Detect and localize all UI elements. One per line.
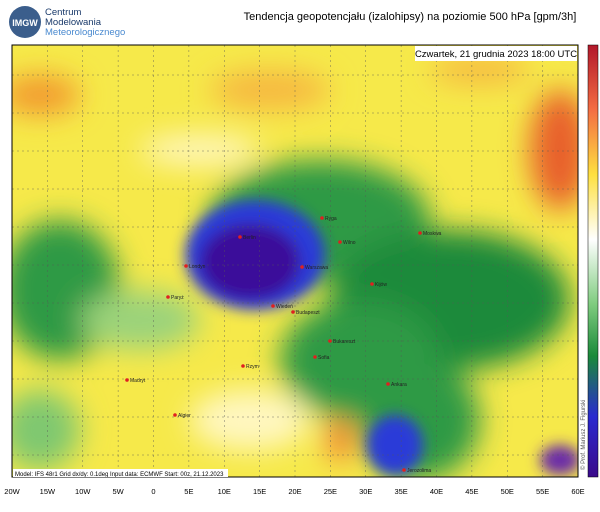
city-label: Bukareszt [333, 339, 356, 345]
map-frame [11, 44, 579, 478]
model-box [13, 469, 228, 477]
city-dot [291, 310, 295, 314]
date-box [415, 46, 577, 61]
map: Ryga Wilno Moskwa Berlin Warszawa Londyn Kijów… [12, 45, 578, 477]
city-label: Sofia [318, 355, 330, 361]
city-dot [241, 364, 245, 368]
lon-label: 20W [4, 487, 20, 496]
city-dot [166, 295, 170, 299]
logo-text: IMGW [12, 18, 38, 28]
lon-label: 0 [151, 487, 155, 496]
lon-label: 35E [394, 487, 407, 496]
lon-label: 5W [113, 487, 125, 496]
org-line: Centrum [45, 7, 82, 18]
lon-label: 40E [430, 487, 443, 496]
city-label: Algier [178, 413, 191, 419]
lon-label: 15W [40, 487, 56, 496]
title: Tendencja geopotencjału (izalohipsy) na … [244, 11, 577, 23]
lon-label: 25E [324, 487, 337, 496]
logo-badge [9, 6, 41, 38]
city-label: Rzym [246, 364, 259, 370]
lon-label: 45E [465, 487, 478, 496]
lon-label: 15E [253, 487, 266, 496]
city-dot [238, 235, 242, 239]
copyright: © Prof. Mariusz J. Figurski [580, 400, 587, 470]
city-dot [300, 265, 304, 269]
city-dot [173, 413, 177, 417]
lon-label: 50E [501, 487, 514, 496]
city-dot [338, 240, 342, 244]
city-label: Moskwa [423, 231, 442, 237]
city-label: Warszawa [305, 265, 328, 271]
city-label: Ryga [325, 216, 337, 222]
org-line: Meteorologicznego [45, 27, 125, 38]
city-dot [386, 382, 390, 386]
city-dot [402, 468, 406, 472]
lon-label: 60E [571, 487, 584, 496]
city-dot [320, 216, 324, 220]
city-label: Jerozolima [407, 468, 431, 474]
city-label: Budapeszt [296, 310, 320, 316]
city-label: Ankara [391, 382, 407, 388]
lon-label: 5E [184, 487, 193, 496]
city-dot [125, 378, 129, 382]
city-dot [184, 264, 188, 268]
city-dot [370, 282, 374, 286]
org-line: Modelowania [45, 17, 102, 28]
city-label: Kijów [375, 282, 387, 288]
city-label: Wiedeń [276, 304, 293, 310]
lon-label: 10E [218, 487, 231, 496]
lon-label: 55E [536, 487, 549, 496]
lon-label: 20E [288, 487, 301, 496]
model-info: Model: IFS 48r1 Grid dx/dy: 0.1deg Input… [15, 472, 224, 478]
city-label: Wilno [343, 240, 356, 246]
city-label: Madryt [130, 378, 146, 384]
lon-label: 10W [75, 487, 91, 496]
date: Czwartek, 21 grudnia 2023 18:00 UTC [415, 49, 577, 60]
city-dot [313, 355, 317, 359]
city-label: Londyn [189, 264, 206, 270]
city-dot [271, 304, 275, 308]
city-label: Paryż [171, 295, 184, 301]
lon-label: 30E [359, 487, 372, 496]
city-dot [418, 231, 422, 235]
city-label: Berlin [243, 235, 256, 241]
color-bar [587, 44, 599, 478]
city-dot [328, 339, 332, 343]
